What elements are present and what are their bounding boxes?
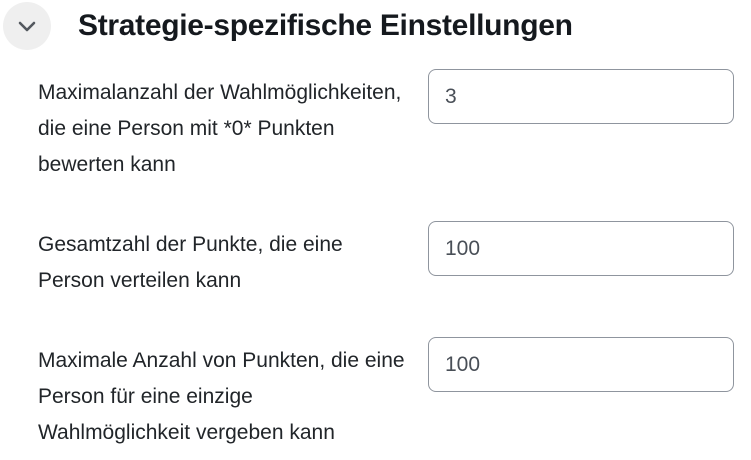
section-header: Strategie-spezifische Einstellungen (0, 0, 751, 50)
collapse-toggle-button[interactable] (3, 2, 51, 50)
max-zero-choices-input[interactable] (428, 69, 734, 124)
field-label-max-zero-choices: Maximalanzahl der Wahlmöglichkeiten, die… (38, 81, 402, 176)
field-control (428, 69, 734, 124)
field-control (428, 337, 734, 392)
form-row-max-zero-choices: Maximalanzahl der Wahlmöglichkeiten, die… (38, 69, 751, 183)
field-label-max-points-per-choice: Maximale Anzahl von Punkten, die eine Pe… (38, 349, 405, 444)
section-body: Maximalanzahl der Wahlmöglichkeiten, die… (0, 50, 751, 451)
chevron-down-icon (15, 14, 39, 38)
form-row-total-points: Gesamtzahl der Punkte, die eine Person v… (38, 221, 751, 299)
field-label-total-points: Gesamtzahl der Punkte, die eine Person v… (38, 233, 343, 292)
total-points-input[interactable] (428, 221, 734, 276)
field-control (428, 221, 734, 276)
max-points-per-choice-input[interactable] (428, 337, 734, 392)
form-row-max-points-per-choice: Maximale Anzahl von Punkten, die eine Pe… (38, 337, 751, 451)
section-title[interactable]: Strategie-spezifische Einstellungen (78, 9, 573, 42)
